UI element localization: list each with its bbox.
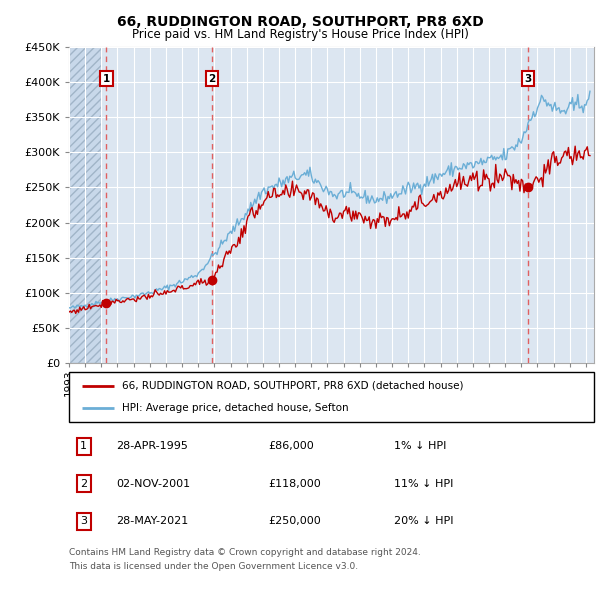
- Text: 20% ↓ HPI: 20% ↓ HPI: [395, 516, 454, 526]
- Text: 3: 3: [524, 74, 532, 84]
- Text: 2: 2: [80, 479, 87, 489]
- Text: £118,000: £118,000: [269, 479, 321, 489]
- Text: 1: 1: [80, 441, 87, 451]
- Text: 66, RUDDINGTON ROAD, SOUTHPORT, PR8 6XD (detached house): 66, RUDDINGTON ROAD, SOUTHPORT, PR8 6XD …: [121, 381, 463, 391]
- Text: 28-APR-1995: 28-APR-1995: [116, 441, 188, 451]
- Text: Contains HM Land Registry data © Crown copyright and database right 2024.: Contains HM Land Registry data © Crown c…: [69, 548, 421, 556]
- Text: 3: 3: [80, 516, 87, 526]
- Text: 02-NOV-2001: 02-NOV-2001: [116, 479, 190, 489]
- Text: 11% ↓ HPI: 11% ↓ HPI: [395, 479, 454, 489]
- Text: 28-MAY-2021: 28-MAY-2021: [116, 516, 188, 526]
- Text: £86,000: £86,000: [269, 441, 314, 451]
- Text: £250,000: £250,000: [269, 516, 321, 526]
- Text: Price paid vs. HM Land Registry's House Price Index (HPI): Price paid vs. HM Land Registry's House …: [131, 28, 469, 41]
- Text: 66, RUDDINGTON ROAD, SOUTHPORT, PR8 6XD: 66, RUDDINGTON ROAD, SOUTHPORT, PR8 6XD: [116, 15, 484, 29]
- Text: 1% ↓ HPI: 1% ↓ HPI: [395, 441, 447, 451]
- Text: HPI: Average price, detached house, Sefton: HPI: Average price, detached house, Seft…: [121, 403, 348, 413]
- Text: This data is licensed under the Open Government Licence v3.0.: This data is licensed under the Open Gov…: [69, 562, 358, 571]
- Text: 1: 1: [103, 74, 110, 84]
- Text: 2: 2: [208, 74, 215, 84]
